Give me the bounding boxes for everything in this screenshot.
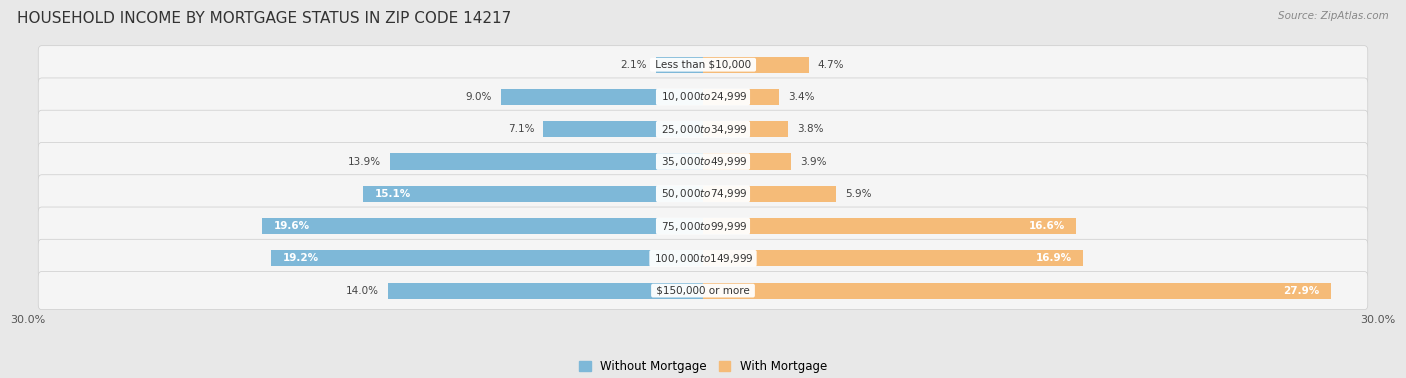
Text: 16.9%: 16.9% [1036,253,1071,263]
Text: HOUSEHOLD INCOME BY MORTGAGE STATUS IN ZIP CODE 14217: HOUSEHOLD INCOME BY MORTGAGE STATUS IN Z… [17,11,512,26]
Bar [655,57,703,73]
Text: 14.0%: 14.0% [346,286,380,296]
Bar [703,121,789,137]
Legend: Without Mortgage, With Mortgage: Without Mortgage, With Mortgage [574,356,832,378]
Text: 7.1%: 7.1% [508,124,534,134]
Text: 15.1%: 15.1% [374,189,411,199]
Text: $10,000 to $24,999: $10,000 to $24,999 [658,90,748,104]
Bar [501,89,703,105]
FancyBboxPatch shape [38,175,1368,213]
Bar [543,121,703,137]
Text: 3.9%: 3.9% [800,156,827,167]
Text: 3.4%: 3.4% [789,92,815,102]
FancyBboxPatch shape [38,78,1368,116]
Bar [363,186,703,202]
FancyBboxPatch shape [38,143,1368,181]
Bar [391,153,703,170]
Bar [703,89,779,105]
Text: 4.7%: 4.7% [818,60,844,70]
Text: 13.9%: 13.9% [349,156,381,167]
Text: $100,000 to $149,999: $100,000 to $149,999 [651,252,755,265]
Text: 19.2%: 19.2% [283,253,318,263]
FancyBboxPatch shape [38,110,1368,148]
Text: Less than $10,000: Less than $10,000 [652,60,754,70]
Bar [271,250,703,266]
Text: $50,000 to $74,999: $50,000 to $74,999 [658,187,748,200]
Bar [262,218,703,234]
Bar [388,282,703,299]
Text: 19.6%: 19.6% [273,221,309,231]
Text: 5.9%: 5.9% [845,189,872,199]
Text: $35,000 to $49,999: $35,000 to $49,999 [658,155,748,168]
Text: Source: ZipAtlas.com: Source: ZipAtlas.com [1278,11,1389,21]
Text: 27.9%: 27.9% [1284,286,1319,296]
Text: 9.0%: 9.0% [465,92,492,102]
FancyBboxPatch shape [38,207,1368,245]
FancyBboxPatch shape [38,46,1368,84]
Text: $150,000 or more: $150,000 or more [652,286,754,296]
FancyBboxPatch shape [38,271,1368,310]
Bar [703,186,835,202]
Text: $25,000 to $34,999: $25,000 to $34,999 [658,123,748,136]
Bar [703,57,808,73]
Bar [703,153,790,170]
FancyBboxPatch shape [38,239,1368,277]
Text: 2.1%: 2.1% [620,60,647,70]
Text: 16.6%: 16.6% [1029,221,1066,231]
Bar [703,218,1077,234]
Bar [703,250,1083,266]
Text: $75,000 to $99,999: $75,000 to $99,999 [658,220,748,232]
Text: 3.8%: 3.8% [797,124,824,134]
Bar [703,282,1330,299]
